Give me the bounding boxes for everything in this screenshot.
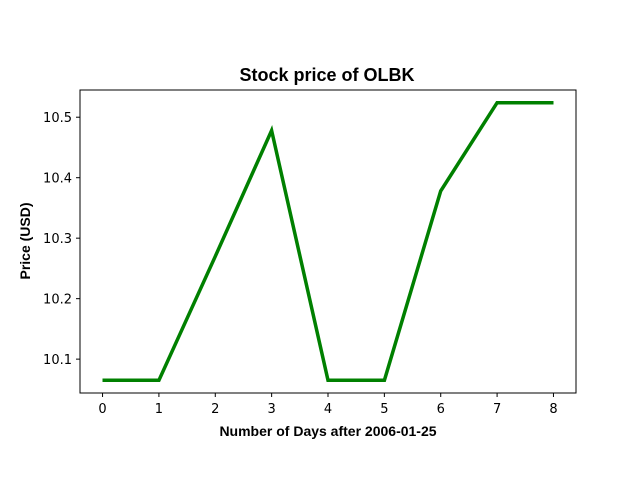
x-tick-label: 4 — [324, 402, 332, 417]
x-tick-label: 7 — [493, 402, 501, 417]
y-axis-label: Price (USD) — [17, 202, 33, 279]
series-line-0 — [102, 100, 554, 383]
plot-frame — [79, 89, 577, 394]
y-tick-label: 10.2 — [43, 293, 72, 308]
x-tick-label: 0 — [98, 402, 106, 417]
chart-title: Stock price of OLBK — [239, 65, 414, 85]
x-tick-label: 1 — [155, 402, 163, 417]
y-tick-label: 10.1 — [43, 353, 72, 368]
y-tick-label: 10.5 — [43, 111, 72, 126]
y-tick-label: 10.3 — [43, 232, 72, 247]
y-tick-label: 10.4 — [43, 172, 72, 187]
x-tick-label: 6 — [437, 402, 445, 417]
plot-area: 0 1 2 3 4 5 6 7 8 10.1 10.2 10.3 10.4 10.5 — [43, 89, 577, 417]
x-tick-label: 2 — [211, 402, 219, 417]
x-tick-label: 3 — [267, 402, 275, 417]
x-axis-label: Number of Days after 2006-01-25 — [219, 423, 436, 439]
x-tick-label: 5 — [380, 402, 388, 417]
x-tick-label: 8 — [549, 402, 557, 417]
